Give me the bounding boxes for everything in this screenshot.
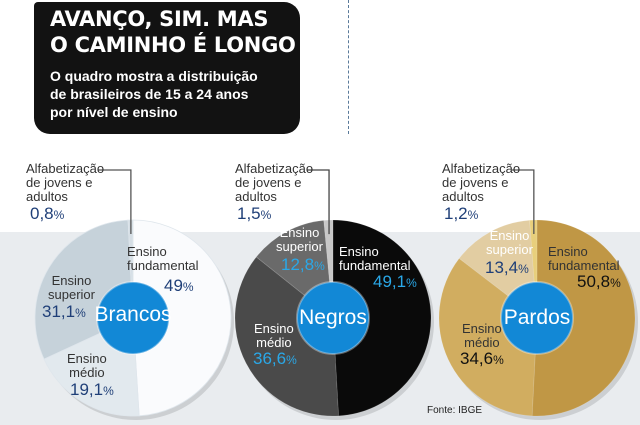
brancos-slice-fundamental [132, 219, 232, 417]
title-line-2: O CAMINHO É LONGO [50, 33, 296, 57]
brancos-fundamental-label: Ensino fundamental [127, 244, 199, 273]
pardos-center-circle [500, 281, 574, 355]
title-line-1: AVANÇO, SIM. MAS [50, 7, 269, 31]
negros-alfa-label: Alfabetização de jovens e adultos [235, 161, 314, 204]
source-note: Fonte: IBGE [427, 405, 483, 416]
pardos-medio-label: Ensino médio [462, 321, 502, 350]
brancos-alfa-leader [98, 169, 132, 235]
pardos-superior-label: Ensino superior [486, 228, 533, 257]
divider-line [348, 0, 349, 134]
negros-medio-label: Ensino médio [254, 321, 294, 350]
brancos-superior-label: Ensino superior [48, 273, 95, 302]
pardos-superior-value: 13,4% [485, 258, 529, 277]
pardos-slice-fundamental [531, 219, 636, 417]
brancos-alfa-label: Alfabetização de jovens e adultos [26, 161, 105, 204]
negros-alfa-value: 1,5% [237, 204, 272, 223]
pardos-fundamental-value: 50,8% [577, 272, 621, 291]
brancos-medio-label: Ensino médio [67, 351, 107, 380]
subtitle-line-3: por nível de ensino [50, 104, 178, 120]
negros-fundamental-label: Ensino fundamental [339, 244, 411, 273]
brancos-alfa-value: 0,8% [30, 204, 65, 223]
pardos-alfa-leader [512, 169, 535, 235]
subtitle-line-2: de brasileiros de 15 a 24 anos [50, 86, 249, 102]
negros-fundamental-value: 49,1% [373, 272, 417, 291]
brancos-fundamental-value: 49% [164, 276, 194, 295]
negros-alfa-leader [307, 169, 330, 235]
pardos-alfa-label: Alfabetização de jovens e adultos [442, 161, 521, 204]
negros-superior-label: Ensino superior [276, 225, 323, 254]
header-box [34, 2, 300, 134]
pie-charts-group [34, 219, 638, 420]
pardos-slice-medio [438, 257, 538, 417]
subtitle-line-1: O quadro mostra a distribuição [50, 68, 258, 84]
page-subtitle: O quadro mostra a distribuição de brasil… [50, 67, 300, 121]
brancos-medio-value: 19,1% [70, 380, 114, 399]
negros-slice-fundamental [332, 219, 432, 417]
brancos-center-label: Brancos [94, 303, 172, 326]
negros-medio-value: 36,6% [253, 349, 297, 368]
page-title: AVANÇO, SIM. MAS O CAMINHO É LONGO [50, 6, 300, 58]
pardos-medio-value: 34,6% [460, 349, 504, 368]
leader-lines [98, 169, 535, 235]
brancos-superior-value: 31,1% [42, 302, 86, 321]
pardos-center-label: Pardos [503, 306, 571, 329]
pardos-fundamental-label: Ensino fundamental [548, 244, 620, 273]
negros-center-label: Negros [299, 306, 367, 329]
brancos-center-circle [96, 281, 170, 355]
negros-center-circle [296, 281, 370, 355]
negros-superior-value: 12,8% [281, 255, 325, 274]
negros-slice-medio [234, 256, 339, 417]
pardos-alfa-value: 1,2% [444, 204, 479, 223]
